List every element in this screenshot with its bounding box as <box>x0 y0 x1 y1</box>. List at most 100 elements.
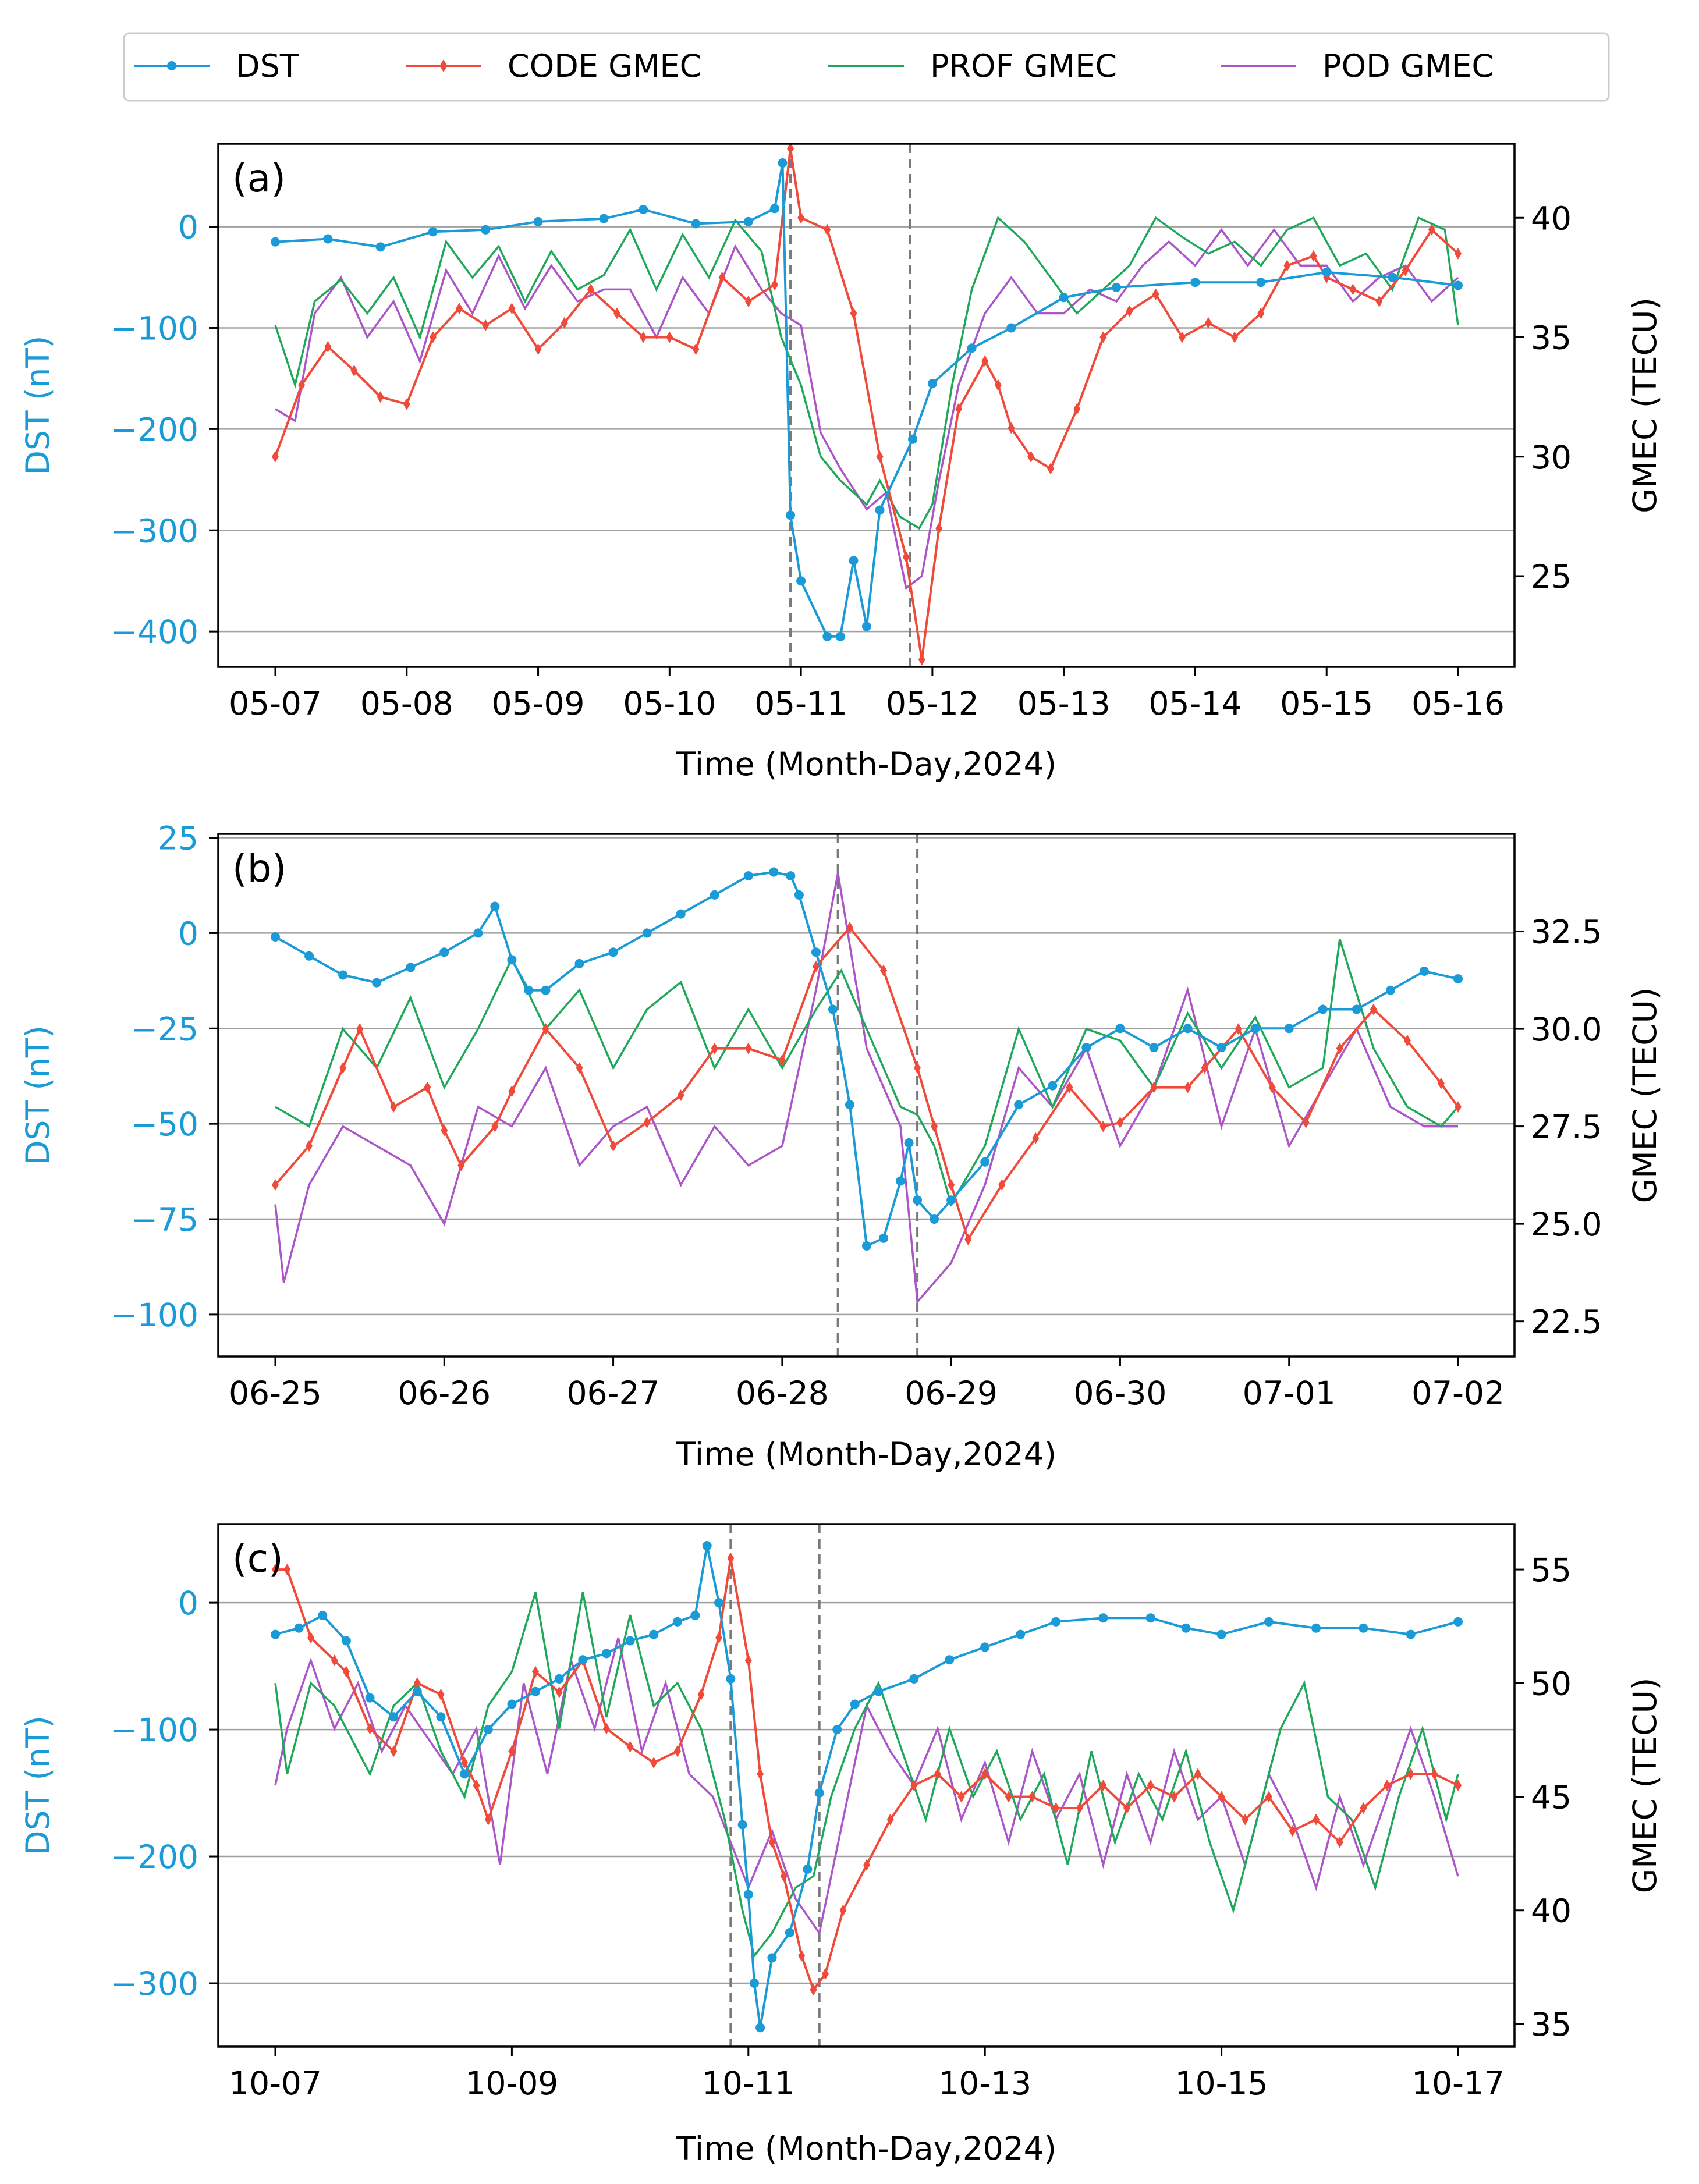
dst-point <box>945 1655 955 1665</box>
dst-point <box>473 928 483 938</box>
code-gmec-point <box>964 1233 972 1245</box>
dst-point <box>294 1623 304 1633</box>
x-tick-label: 05-09 <box>492 685 585 722</box>
code-gmec-point <box>1360 1802 1367 1814</box>
code-gmec-point <box>283 1564 291 1576</box>
panels: 05-07 05-08 05-09 05-10 05-11 05-12 05-13 05-14… <box>19 143 1663 2167</box>
code-gmec-point <box>1005 1791 1012 1803</box>
x-tick-label: 10-17 <box>1411 2065 1505 2102</box>
dst-point <box>879 1233 889 1243</box>
code-gmec-point <box>1218 1791 1225 1803</box>
code-gmec-point <box>839 1904 847 1916</box>
code-gmec-point <box>272 1564 279 1576</box>
dst-point <box>811 947 821 957</box>
y-left-tick-label: −100 <box>111 1297 198 1334</box>
code-gmec-point <box>1437 1077 1445 1089</box>
dst-point <box>1322 267 1332 277</box>
dst-point <box>1453 1617 1463 1627</box>
code-gmec-point <box>1336 1042 1343 1054</box>
code-gmec-point <box>350 364 358 377</box>
y-right-tick-label: 22.5 <box>1531 1304 1602 1341</box>
code-gmec-point <box>787 144 794 155</box>
code-gmec-point <box>1257 307 1265 319</box>
x-tick-label: 06-30 <box>1074 1375 1167 1412</box>
dst-point <box>375 242 385 252</box>
code-gmec-point <box>1407 1768 1414 1780</box>
dst-point <box>702 1541 712 1551</box>
legend-entry-code: CODE GMEC <box>406 48 701 84</box>
x-tick-label: 05-11 <box>754 685 847 722</box>
panel-label: (a) <box>232 156 286 201</box>
dst-point <box>507 955 517 965</box>
dst-point <box>318 1610 328 1620</box>
code-gmec-point <box>1428 223 1435 236</box>
code-gmec-point <box>1289 1825 1296 1837</box>
y-right-tick-label: 40 <box>1531 1892 1572 1930</box>
code-gmec-point <box>810 1984 817 1996</box>
dst-point <box>1311 1623 1321 1633</box>
dst-point <box>1181 1623 1191 1633</box>
code-gmec-point <box>850 307 857 319</box>
code-gmec-point <box>1455 1101 1462 1113</box>
x-tick-label: 10-15 <box>1175 2065 1268 2102</box>
code-gmec-point <box>602 1723 610 1735</box>
dst-point <box>574 958 584 968</box>
code-gmec-point <box>1116 1116 1124 1128</box>
code-gmec-point <box>1370 1003 1377 1015</box>
x-tick-label: 05-13 <box>1017 685 1111 722</box>
code-gmec-point <box>609 1140 617 1152</box>
plot-area <box>218 1524 1514 2047</box>
code-gmec-point <box>491 1120 499 1132</box>
y-right-tick-label: 27.5 <box>1531 1109 1602 1146</box>
plot-content <box>271 1524 1463 2047</box>
code-gmec-point <box>441 1124 448 1137</box>
x-tick-label: 05-12 <box>886 685 979 722</box>
code-gmec-point <box>948 1179 955 1191</box>
code-gmec-point <box>1265 1791 1272 1803</box>
dst-point <box>524 985 534 995</box>
code-gmec-point <box>1152 288 1159 300</box>
dst-point <box>1115 1024 1125 1034</box>
code-gmec-point <box>771 279 778 291</box>
code-gmec-point <box>1073 403 1081 415</box>
dst-point <box>930 1214 939 1224</box>
code-gmec-point <box>508 1745 516 1757</box>
y-right-tick-label: 40 <box>1531 200 1572 237</box>
x-tick-label: 05-07 <box>229 685 322 722</box>
code-gmec-point <box>715 1632 722 1644</box>
dst-point <box>785 1927 794 1937</box>
dst-point <box>271 932 280 942</box>
code-gmec-point <box>886 1813 894 1826</box>
legend-label-prof: PROF GMEC <box>930 48 1117 84</box>
y-left-tick-label: −100 <box>111 310 198 347</box>
code-gmec-point <box>1027 450 1035 463</box>
code-gmec-point <box>1170 1791 1178 1803</box>
code-gmec-point <box>780 1870 788 1883</box>
code-gmec-point <box>1184 1081 1191 1093</box>
x-tick-label: 10-07 <box>229 2065 322 2102</box>
y-right-tick-label: 55 <box>1531 1551 1572 1589</box>
y-left-axis-label: DST (nT) <box>19 336 56 475</box>
code-gmec-point <box>910 1780 918 1791</box>
dst-point <box>896 1176 906 1186</box>
code-gmec-point <box>1123 1802 1131 1814</box>
dst-point <box>439 947 449 957</box>
legend-label-pod: POD GMEC <box>1322 48 1494 84</box>
code-gmec-point <box>666 331 673 343</box>
code-gmec-point <box>846 921 853 933</box>
y-right-tick-label: 30.0 <box>1531 1011 1602 1048</box>
dst-point <box>625 1636 635 1646</box>
legend-marker-code <box>439 59 448 72</box>
code-gmec-point <box>957 1791 965 1803</box>
legend-entry-dst: DST <box>134 48 300 84</box>
code-gmec-point <box>456 303 463 315</box>
code-gmec-point <box>1455 1780 1462 1791</box>
series-pod-gmec <box>275 228 1459 590</box>
code-gmec-point <box>1283 260 1291 272</box>
legend-label-code: CODE GMEC <box>508 48 701 84</box>
x-axis-label: Time (Month-Day,2024) <box>676 1436 1056 1473</box>
code-gmec-point <box>744 1042 752 1054</box>
chart-panel-1: 05-07 05-08 05-09 05-10 05-11 05-12 05-13 05-14… <box>19 143 1663 783</box>
dst-point <box>862 1241 871 1251</box>
code-gmec-point <box>377 391 384 403</box>
